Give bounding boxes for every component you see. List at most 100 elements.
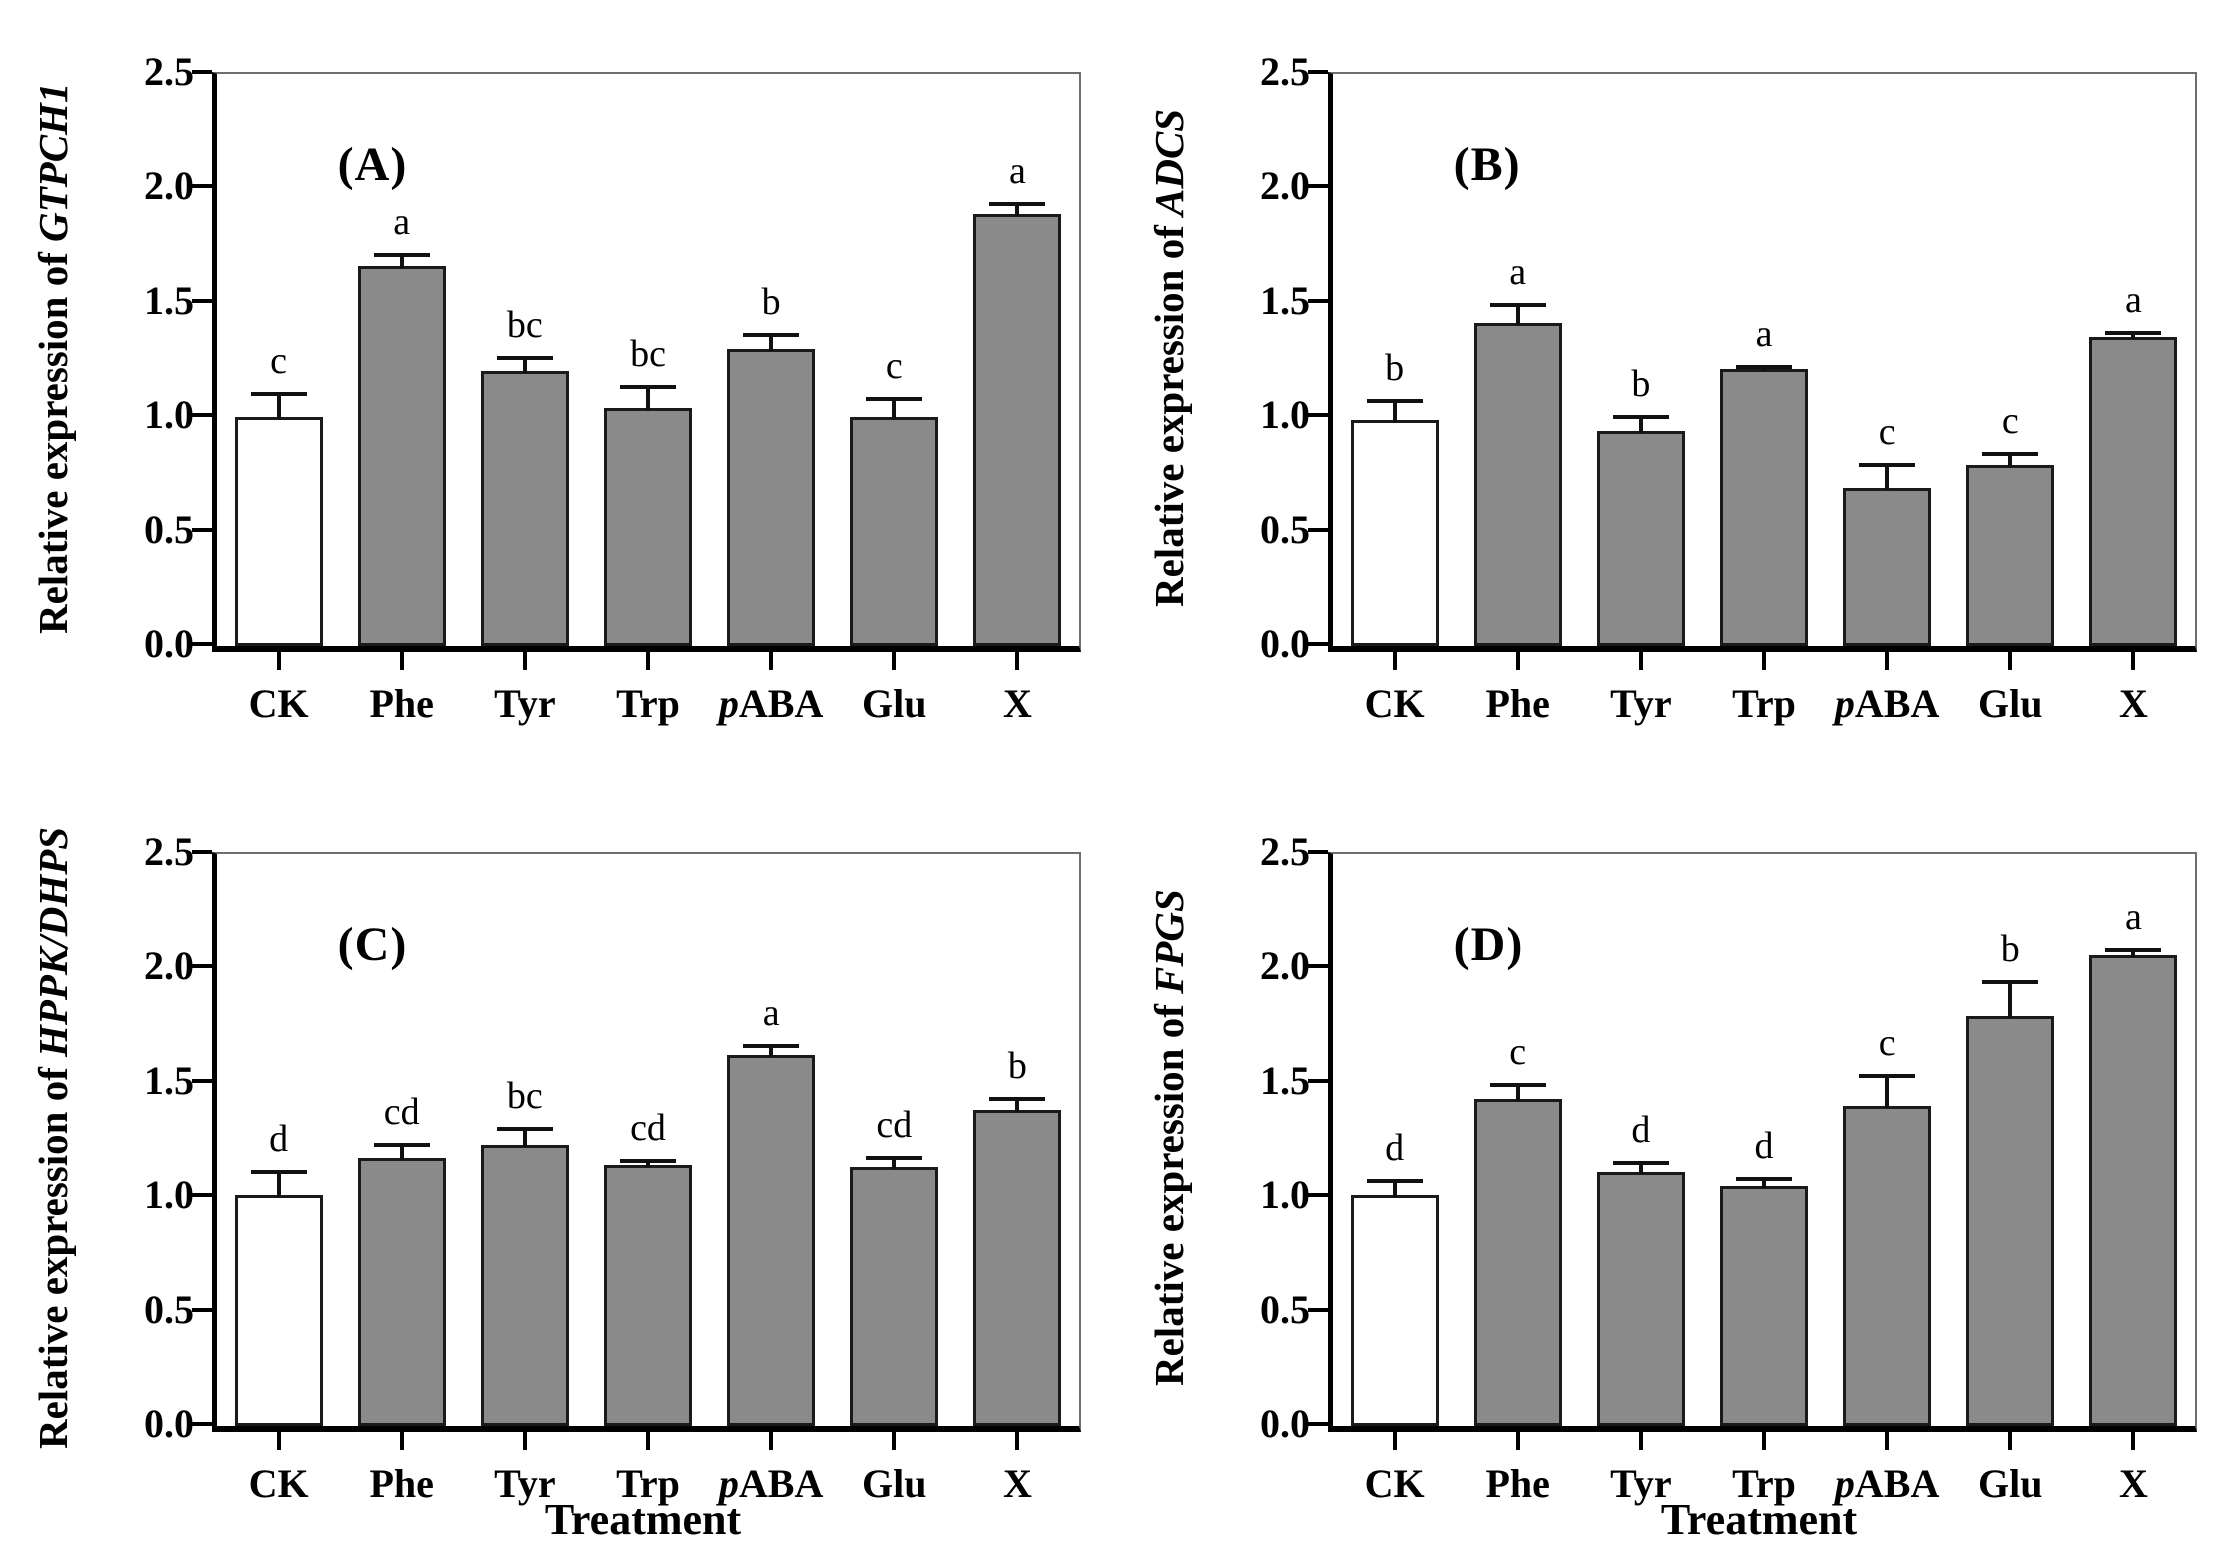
bar-x: [2089, 337, 2178, 646]
x-category-label-tyr: Tyr: [494, 681, 556, 726]
x-tick-mark: [1638, 650, 1643, 670]
error-bar-cap-phe: [373, 252, 430, 257]
y-tick-mark: [192, 850, 212, 854]
x-category-label-trp: Trp: [1732, 681, 1796, 726]
x-tick-mark: [1762, 650, 1766, 670]
y-tick-mark: [1308, 184, 1328, 189]
y-tick-mark: [1308, 642, 1328, 646]
error-bar-cap-tyr: [1612, 415, 1669, 420]
error-bar-trp: [646, 387, 650, 411]
bar-paba: [727, 348, 816, 646]
error-bar-cap-phe: [373, 1142, 430, 1147]
x-tick-mark: [522, 1430, 527, 1450]
x-tick-mark: [1015, 650, 1020, 670]
x-category-label-paba: pABA: [1834, 681, 1940, 726]
y-tick-mark: [1308, 964, 1328, 969]
x-tick-mark: [646, 650, 650, 670]
error-bar-cap-x: [2105, 330, 2162, 335]
y-tick-label: 1.5: [1260, 1057, 1310, 1103]
y-tick-label: 2.5: [1260, 829, 1310, 874]
y-tick-label: 1.0: [1260, 392, 1310, 438]
gene-name-gtpch1: GTPCH1: [30, 82, 76, 242]
panel-d-plot-area: (D) d c d d c b a: [1328, 852, 2197, 1432]
y-tick-mark: [192, 1078, 212, 1083]
bar-glu: [850, 417, 939, 646]
y-tick-mark: [192, 1193, 212, 1198]
panel-c-plot-area: (C) d cd bc cd a cd b: [212, 852, 1081, 1432]
panel-b-y-axis-title: Relative expression of ADCS: [1130, 72, 1208, 644]
sig-letter-paba: a: [762, 992, 780, 1035]
y-tick-mark: [1308, 298, 1328, 303]
error-bar-cap-trp: [1736, 364, 1792, 369]
bar-trp: [1720, 369, 1808, 646]
panel-a-plot-area: (A) c a bc bc b c a: [212, 72, 1081, 652]
x-tick-mark: [1885, 1430, 1890, 1450]
error-bar-glu: [2008, 982, 2013, 1019]
error-bar-x: [2131, 332, 2136, 340]
x-category-label-ck: CK: [248, 1461, 309, 1506]
error-bar-tyr: [522, 1128, 527, 1147]
y-tick-mark: [192, 527, 212, 532]
x-category-label-x: X: [2118, 681, 2148, 726]
panel-a-y-axis-title: Relative expression of GTPCH1: [14, 72, 92, 644]
y-tick-label: 1.0: [1260, 1172, 1310, 1218]
x-tick-mark: [276, 1430, 281, 1450]
bar-glu: [1966, 465, 2055, 646]
x-tick-mark: [2131, 650, 2136, 670]
x-tick-mark: [1392, 1430, 1397, 1450]
panel-c-tag: (C): [337, 917, 408, 971]
panel-d-y-axis-title: Relative expression of FPGS: [1130, 852, 1208, 1424]
x-category-label-x: X: [1002, 1461, 1032, 1506]
error-bar-ck: [276, 394, 281, 420]
panel-b-plot-area: (B) b a b a c c a: [1328, 72, 2197, 652]
y-tick-label: 1.5: [1260, 277, 1310, 323]
bar-phe: [357, 1158, 446, 1426]
italic-p: p: [1834, 681, 1855, 726]
x-tick-mark: [2008, 650, 2013, 670]
x-tick-mark: [1015, 1430, 1020, 1450]
error-bar-phe: [399, 1144, 404, 1161]
y-tick-mark: [192, 1422, 212, 1426]
y-tick-label: 0.0: [1260, 621, 1310, 666]
y-tick-label: 2.5: [144, 49, 194, 94]
y-tick-mark: [1308, 527, 1328, 532]
x-tick-mark: [892, 650, 897, 670]
sig-letter-glu: b: [2000, 928, 2020, 971]
x-tick-mark: [522, 650, 527, 670]
error-bar-cap-x: [989, 202, 1046, 207]
bar-ck: [1350, 1194, 1439, 1426]
panel-a: Relative expression of GTPCH1 (A) c a bc bc b…: [0, 0, 1116, 780]
bar-paba: [1843, 488, 1932, 646]
bar-phe: [1473, 1098, 1562, 1426]
y-tick-label: 2.0: [144, 943, 194, 989]
y-tick-label: 0.0: [144, 1401, 194, 1446]
panel-d-tag: (D): [1453, 917, 1524, 971]
y-tick-label: 0.5: [1260, 506, 1310, 552]
bar-x: [973, 1110, 1062, 1426]
error-bar-cap-ck: [1366, 399, 1423, 404]
y-tick-label: 1.0: [144, 1172, 194, 1218]
x-tick-mark: [1515, 1430, 1520, 1450]
bar-tyr: [1596, 430, 1685, 646]
error-bar-trp: [1762, 1178, 1766, 1188]
y-tick-mark: [192, 642, 212, 646]
bar-ck: [1350, 419, 1439, 646]
x-category-label-ck: CK: [1364, 681, 1425, 726]
sig-letter-trp: bc: [630, 333, 666, 376]
bar-trp: [1720, 1185, 1808, 1426]
sig-letter-ck: b: [1385, 347, 1405, 390]
x-tick-mark: [2008, 1430, 2013, 1450]
sig-letter-tyr: bc: [506, 303, 543, 346]
error-bar-cap-trp: [620, 1158, 676, 1163]
error-bar-x: [2131, 950, 2136, 957]
sig-letter-glu: c: [2001, 399, 2019, 442]
x-category-label-trp: Trp: [1732, 1461, 1796, 1506]
bar-tyr: [480, 371, 569, 646]
x-tick-mark: [769, 1430, 774, 1450]
x-category-label-paba: pABA: [1834, 1461, 1940, 1506]
y-tick-mark: [1308, 70, 1328, 74]
x-tick-mark: [646, 1430, 650, 1450]
error-bar-paba: [769, 334, 774, 351]
x-category-label-x: X: [1002, 681, 1032, 726]
